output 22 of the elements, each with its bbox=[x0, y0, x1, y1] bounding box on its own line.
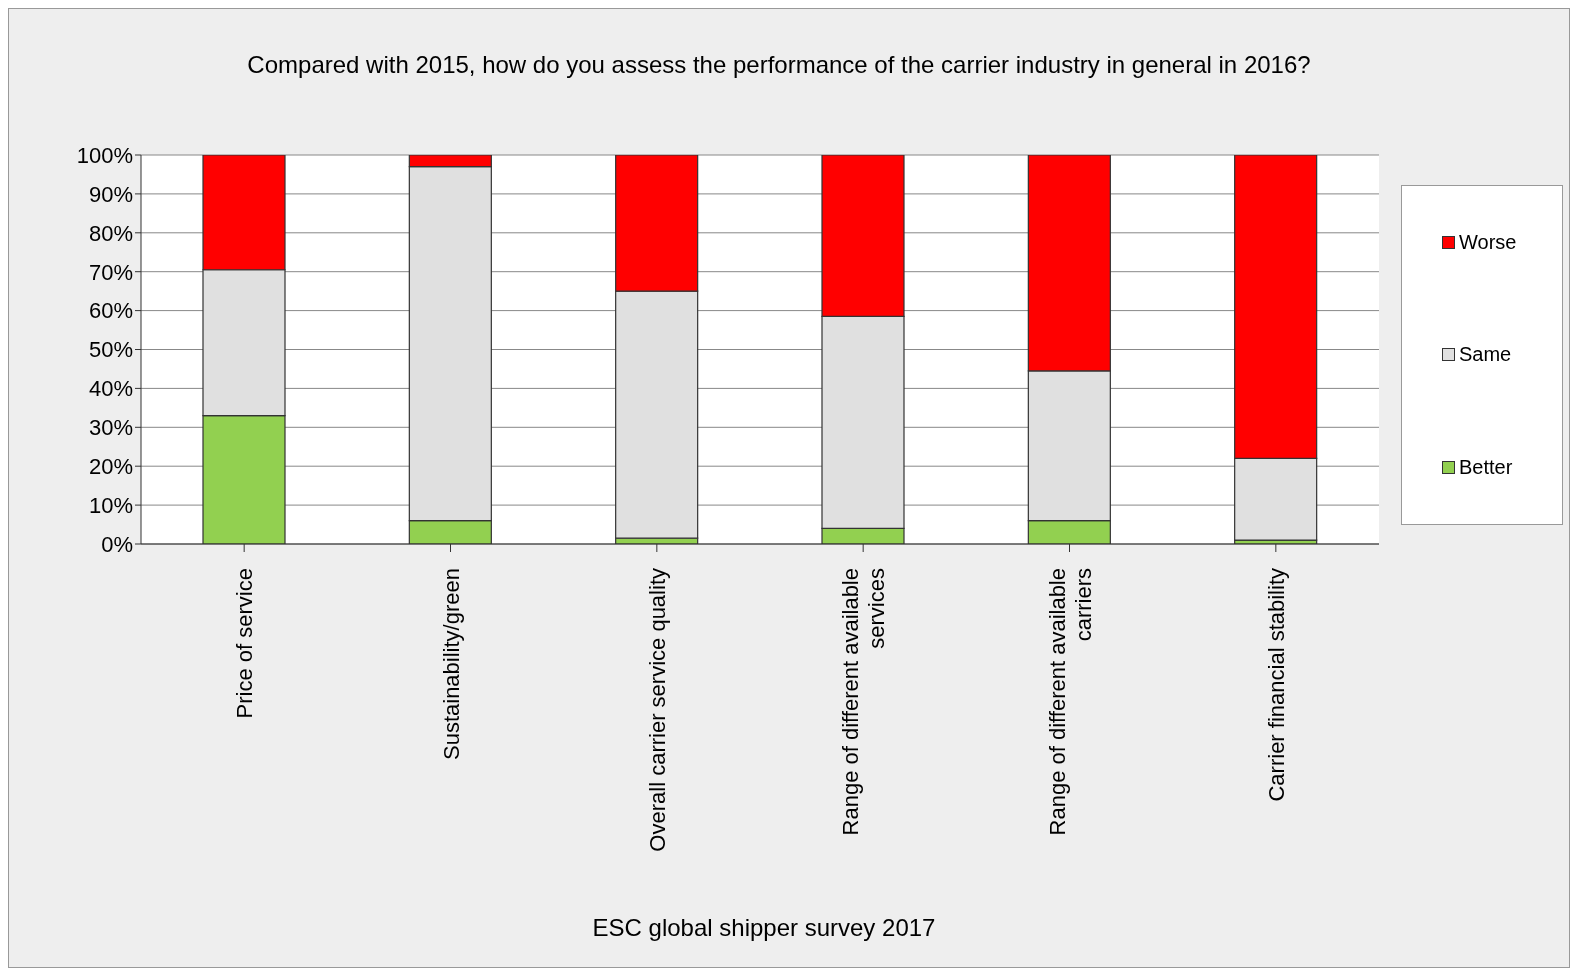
y-tick-label: 20% bbox=[88, 454, 133, 480]
x-tick-label: Range of different available services bbox=[838, 568, 890, 836]
chart-title: Compared with 2015, how do you assess the performance of the carrier industry in general in 2016? bbox=[246, 51, 1312, 79]
y-tick-label: 50% bbox=[88, 337, 133, 363]
x-tick-label: Range of different available carriers bbox=[1044, 568, 1096, 836]
legend-label: Same bbox=[1459, 343, 1512, 367]
x-tick-label: Sustainability/green bbox=[438, 568, 464, 761]
y-tick-label: 70% bbox=[88, 259, 133, 285]
x-axis-title: ESC global shipper survey 2017 bbox=[591, 914, 937, 942]
y-tick-label: 80% bbox=[88, 220, 133, 246]
y-tick-label: 90% bbox=[88, 181, 133, 207]
legend-label: Better bbox=[1459, 456, 1513, 480]
y-tick-label: 60% bbox=[88, 298, 133, 324]
y-tick-label: 0% bbox=[101, 531, 133, 557]
y-tick-label: 100% bbox=[76, 142, 133, 168]
y-tick-label: 40% bbox=[88, 376, 133, 402]
x-tick-label: Carrier financial stability bbox=[1263, 568, 1289, 802]
legend-label: Worse bbox=[1459, 230, 1517, 254]
y-tick-label: 30% bbox=[88, 415, 133, 441]
x-tick-label: Price of service bbox=[232, 568, 258, 719]
x-tick-label: Overall carrier service quality bbox=[644, 568, 670, 852]
y-tick-label: 10% bbox=[88, 492, 133, 518]
